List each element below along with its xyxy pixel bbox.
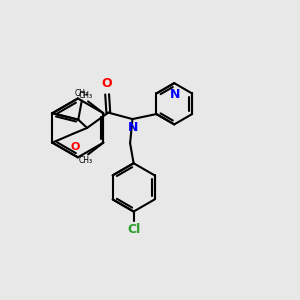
Text: Cl: Cl — [127, 223, 140, 236]
Text: CH₃: CH₃ — [79, 156, 93, 165]
Text: N: N — [128, 122, 139, 134]
Text: CH₃: CH₃ — [79, 91, 93, 100]
Text: CH₃: CH₃ — [75, 89, 89, 98]
Text: O: O — [70, 142, 80, 152]
Text: N: N — [170, 88, 181, 101]
Text: O: O — [102, 77, 112, 90]
